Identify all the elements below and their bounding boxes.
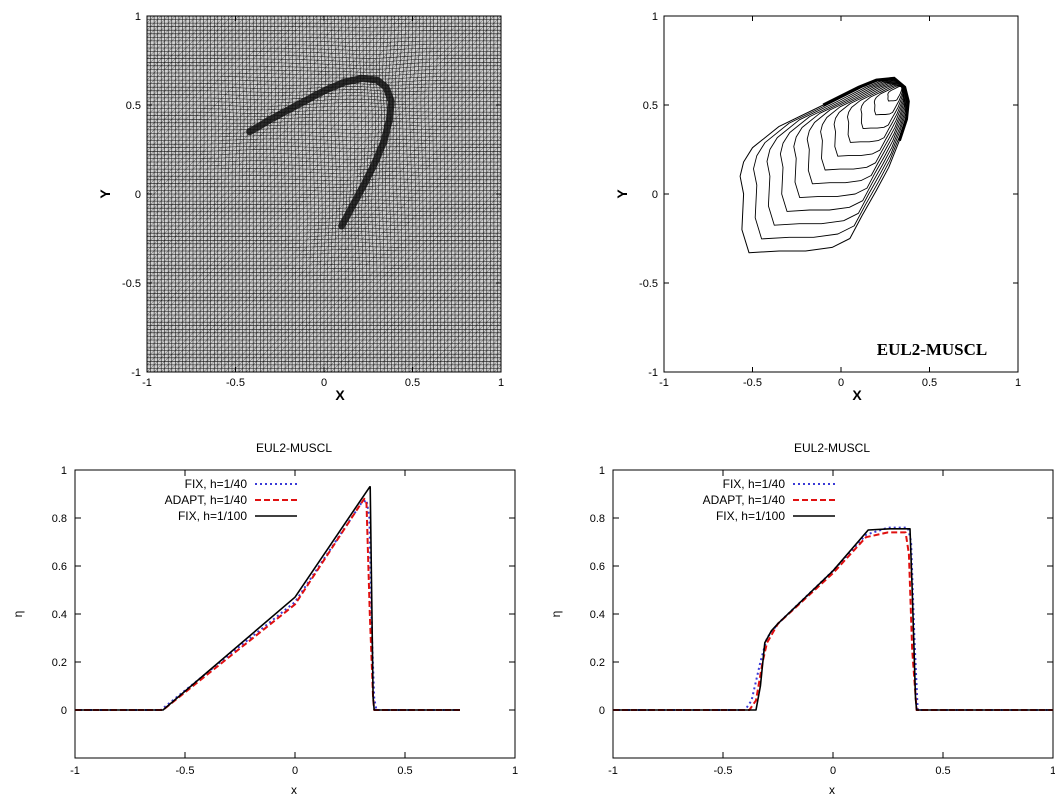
contour-ylabel: Y xyxy=(614,189,630,199)
contour-ytick-label: -0.5 xyxy=(639,278,658,290)
line-right-ytick-label: 0.2 xyxy=(590,657,605,669)
contour-level xyxy=(779,80,907,212)
contour-panel: -1 -0.5 0 0.5 1 -1 -0.5 0 0.5 1 EUL2-MUSCL X Y xyxy=(614,11,1021,403)
mesh-xtick-label: 1 xyxy=(498,377,504,389)
line-right-xlabel: x xyxy=(829,783,835,797)
line-right-ticks: -1 -0.5 0 0.5 1 0 0.2 0.4 0.6 0.8 1 xyxy=(590,465,1055,777)
mesh-xtick-label: -0.5 xyxy=(226,377,245,389)
line-left-legend: FIX, h=1/40 ADAPT, h=1/40 FIX, h=1/100 xyxy=(165,477,297,523)
contour-level xyxy=(873,85,903,116)
contour-annotation: EUL2-MUSCL xyxy=(877,340,988,359)
line-right-title: EUL2-MUSCL xyxy=(794,441,870,455)
mesh-grid xyxy=(146,15,502,373)
line-left-xlabel: x xyxy=(291,783,297,797)
contour-ytick-label: 0 xyxy=(652,189,658,201)
line-left-legend-label-3: FIX, h=1/100 xyxy=(178,509,247,523)
line-chart-right: EUL2-MUSCL -1 -0.5 0 0.5 1 0 0.2 0.4 0.6 0.8 1 FIX… xyxy=(549,441,1055,797)
line-right-xtick-label: 1 xyxy=(1050,765,1055,777)
line-right-ytick-label: 1 xyxy=(599,465,605,477)
line-left-ticks: -1 -0.5 0 0.5 1 0 0.2 0.4 0.6 0.8 1 xyxy=(52,465,518,777)
mesh-xtick-label: 0 xyxy=(321,377,327,389)
contour-xtick-label: 1 xyxy=(1015,377,1021,389)
contour-ytick-label: 1 xyxy=(652,11,658,23)
contour-level xyxy=(847,83,904,143)
line-right-legend: FIX, h=1/40 ADAPT, h=1/40 FIX, h=1/100 xyxy=(703,477,835,523)
contour-xtick-label: -0.5 xyxy=(743,377,762,389)
contour-level xyxy=(820,82,906,171)
line-right-series-1 xyxy=(613,526,1053,711)
contour-front xyxy=(822,76,910,142)
line-right-xtick-label: 0 xyxy=(830,765,836,777)
line-right-xtick-label: -1 xyxy=(608,765,618,777)
line-left-xtick-label: 0.5 xyxy=(397,765,412,777)
line-right-legend-label-2: ADAPT, h=1/40 xyxy=(703,493,786,507)
line-right-xtick-label: -0.5 xyxy=(714,765,733,777)
line-right-frame xyxy=(612,469,1054,759)
line-left-xtick-label: -0.5 xyxy=(176,765,195,777)
mesh-ylabel: Y xyxy=(97,189,113,199)
line-left-xtick-label: 0 xyxy=(292,765,298,777)
contour-frame xyxy=(663,15,1019,373)
mesh-ytick-label: 1 xyxy=(135,11,141,23)
line-left-title: EUL2-MUSCL xyxy=(256,441,332,455)
line-right-ytick-label: 0 xyxy=(599,705,605,717)
line-left-ytick-label: 0.4 xyxy=(52,609,67,621)
mesh-ytick-label: 0.5 xyxy=(126,100,141,112)
line-left-ytick-label: 0.8 xyxy=(52,513,67,525)
line-left-ylabel: η xyxy=(11,611,25,618)
contour-xlabel: X xyxy=(852,387,862,403)
contour-level xyxy=(833,83,905,157)
line-left-ytick-label: 1 xyxy=(61,465,67,477)
mesh-panel: -1 -0.5 0 0.5 1 -1 -0.5 0 0.5 1 X Y xyxy=(97,11,504,403)
contour-level xyxy=(860,84,904,130)
mesh-ytick-label: 0 xyxy=(135,189,141,201)
line-chart-left: EUL2-MUSCL -1 -0.5 0 0.5 1 0 0.2 0.4 0.6 0.8 1 FIX… xyxy=(11,441,518,797)
mesh-xtick-label: -1 xyxy=(142,377,152,389)
line-left-ytick-label: 0.2 xyxy=(52,657,67,669)
line-right-ytick-label: 0.6 xyxy=(590,561,605,573)
line-left-frame xyxy=(74,469,516,759)
line-left-series-2 xyxy=(75,497,460,711)
line-right-legend-label-1: FIX, h=1/40 xyxy=(723,477,786,491)
line-right-legend-label-3: FIX, h=1/100 xyxy=(716,509,785,523)
contour-xtick-label: -1 xyxy=(659,377,669,389)
contour-ytick-label: 0.5 xyxy=(643,100,658,112)
contour-xtick-label: 0 xyxy=(838,377,844,389)
contour-level xyxy=(766,79,908,226)
line-left-legend-label-2: ADAPT, h=1/40 xyxy=(165,493,248,507)
contour-ytick-label: -1 xyxy=(648,367,658,379)
mesh-xtick-label: 0.5 xyxy=(405,377,420,389)
contour-ticks: -1 -0.5 0 0.5 1 -1 -0.5 0 0.5 1 xyxy=(639,11,1021,389)
mesh-ticks: -1 -0.5 0 0.5 1 -1 -0.5 0 0.5 1 xyxy=(122,11,504,389)
contour-xtick-label: 0.5 xyxy=(922,377,937,389)
contour-lines xyxy=(739,76,910,254)
line-left-xtick-label: 1 xyxy=(512,765,518,777)
line-left-series-1 xyxy=(75,499,460,711)
mesh-xlabel: X xyxy=(335,387,345,403)
line-right-series-3 xyxy=(613,527,1053,711)
line-right-ytick-label: 0.4 xyxy=(590,609,605,621)
contour-level xyxy=(887,86,903,102)
line-left-ytick-label: 0.6 xyxy=(52,561,67,573)
line-right-ylabel: η xyxy=(549,611,563,618)
contour-level xyxy=(753,78,909,240)
mesh-ytick-label: -0.5 xyxy=(122,278,141,290)
mesh-front xyxy=(246,74,395,230)
line-left-xtick-label: -1 xyxy=(70,765,80,777)
line-right-series xyxy=(613,526,1053,711)
line-right-ytick-label: 0.8 xyxy=(590,513,605,525)
line-left-legend-label-1: FIX, h=1/40 xyxy=(185,477,248,491)
contour-level xyxy=(806,81,906,185)
contour-level xyxy=(793,80,907,199)
line-right-series-2 xyxy=(613,531,1053,711)
line-right-xtick-label: 0.5 xyxy=(935,765,950,777)
line-left-series-3 xyxy=(75,485,460,711)
mesh-ytick-label: -1 xyxy=(131,367,141,379)
line-left-series xyxy=(75,485,460,711)
line-left-ytick-label: 0 xyxy=(61,705,67,717)
